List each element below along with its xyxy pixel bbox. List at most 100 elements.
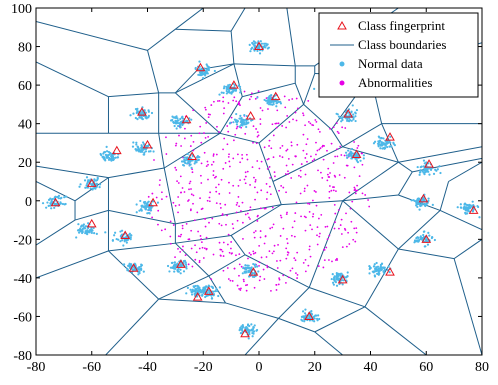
abnormality-point [344,127,347,129]
abnormality-point [190,188,192,190]
abnormality-point [238,263,241,266]
normal-data-point [456,206,459,209]
abnormality-point [190,134,193,137]
abnormality-point [220,178,223,181]
abnormality-point [184,127,186,130]
normal-data-point [392,142,395,145]
abnormality-point [315,141,317,144]
axes: -80 -60 -40 -20 0 20 40 60 80 -80 -60 -40 -20 0 20 40 60… [11,2,489,375]
normal-data-point [241,119,244,123]
abnormality-point [266,158,269,161]
normal-data-point [95,232,98,235]
normal-data-point [126,269,129,272]
abnormality-point [291,98,294,100]
normal-data-point [371,270,374,273]
abnormality-point [271,123,274,126]
abnormality-point [247,257,249,260]
normal-data-point [275,105,278,108]
normal-data-point [201,294,204,297]
abnormality-point [235,211,238,214]
normal-data-point [147,109,150,112]
normal-data-point [465,206,468,209]
normal-data-point [416,165,419,169]
normal-data-point [175,264,178,267]
normal-data-point [78,185,81,188]
normal-data-point [352,113,355,116]
abnormality-point [296,274,299,276]
abnormality-point [248,98,251,101]
normal-data-point [436,168,439,171]
boundary-segment [309,287,366,308]
abnormality-point [256,191,259,194]
boundary-segment [163,167,176,225]
normal-data-point [423,203,426,207]
normal-data-point [354,115,357,118]
normal-data-point [179,126,182,129]
abnormality-point [348,243,351,245]
normal-data-point [190,293,194,296]
normal-data-point [248,324,251,328]
abnormality-point [241,157,244,160]
abnormality-point [344,229,347,231]
normal-data-point [313,87,316,90]
normal-data-point [177,119,180,122]
abnormality-point [232,184,235,187]
normal-data-point [196,289,199,292]
abnormality-point [203,247,206,250]
normal-data-point [251,41,254,45]
abnormality-point [286,238,288,240]
abnormality-point [177,182,180,184]
abnormality-point [253,186,256,189]
normal-data-point [259,40,262,43]
normal-data-point [57,197,60,200]
abnormality-point [192,202,194,205]
normal-data-point [310,310,313,313]
normal-data-point [59,197,62,200]
abnormality-point [276,267,279,269]
normal-data-point [180,120,183,123]
abnormality-point [335,190,337,193]
abnormality-point [227,233,230,236]
normal-data-point [466,203,469,207]
abnormality-point [192,109,195,112]
abnormality-point [230,116,233,119]
abnormality-point [327,167,330,170]
normal-data-point [334,280,338,284]
normal-data-point [312,315,315,319]
normal-data-point [251,335,254,338]
abnormality-point [349,207,352,210]
normal-data-point [379,139,382,142]
abnormality-point [282,186,285,189]
abnormality-point [248,216,250,219]
boundary-segment [175,92,221,134]
abnormality-point [326,238,329,241]
abnormality-point [269,177,272,179]
x-tick-label: -20 [194,360,213,375]
abnormality-point [270,147,273,150]
abnormality-point [279,147,282,149]
abnormality-point [235,100,238,103]
normal-data-point [84,186,87,189]
abnormality-point [281,125,284,127]
abnormality-point [180,145,182,147]
normal-data-point [249,268,252,272]
abnormality-point [318,217,320,220]
normal-data-point [166,264,170,268]
y-tick-label: 0 [25,195,32,210]
normal-data-point [137,273,140,276]
normal-data-point [464,211,467,214]
abnormality-point [326,173,329,176]
abnormality-point [294,212,297,214]
normal-data-point [241,325,245,328]
abnormality-point [198,259,201,262]
abnormality-point [356,147,359,149]
abnormality-point [286,148,289,151]
abnormality-point [309,255,312,258]
abnormality-point [336,155,339,158]
legend-label: Abnormalities [358,75,432,90]
abnormality-point [249,184,251,186]
class-fingerprint-marker [142,139,153,149]
abnormality-point [326,179,329,182]
normal-data-point [139,265,142,268]
abnormality-point [209,191,212,194]
